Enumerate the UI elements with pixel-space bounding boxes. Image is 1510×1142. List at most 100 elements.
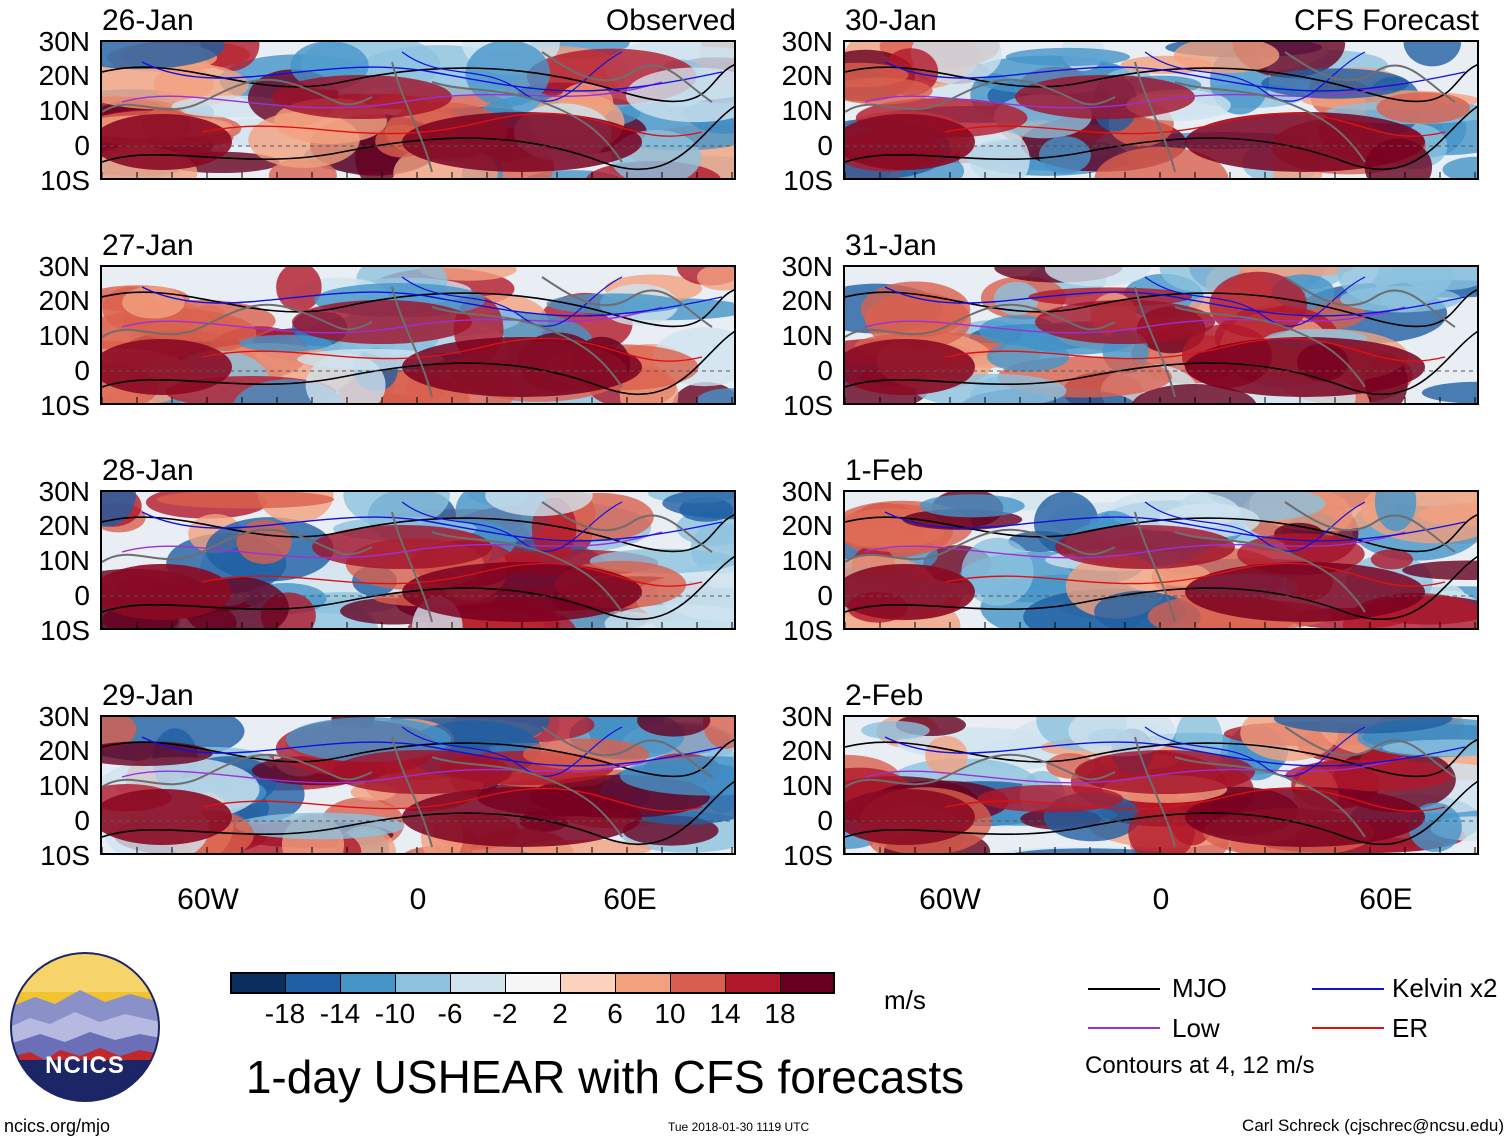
lat-label-right-0-4: 10S <box>783 165 833 196</box>
cfs-forecast-label: CFS Forecast <box>1293 4 1479 37</box>
lat-label-left-3-3: 0 <box>74 805 90 836</box>
colorbar-cell <box>340 972 395 994</box>
colorbar-label: -10 <box>374 998 416 1029</box>
shear-field-map <box>102 42 734 178</box>
legend-mjo-line <box>1088 988 1160 990</box>
colorbar-label: -2 <box>492 998 518 1029</box>
lat-label-left-0-2: 10N <box>38 95 90 126</box>
lat-label-left-0-3: 0 <box>74 130 90 161</box>
lat-label-right-3-0: 30N <box>781 701 833 732</box>
map-panel-right-1 <box>843 265 1479 405</box>
colorbar-cell <box>230 972 285 994</box>
legend-er-line <box>1312 1027 1384 1029</box>
lat-label-left-1-2: 10N <box>38 320 90 351</box>
map-panel-right-2 <box>843 490 1479 630</box>
legend-er-label: ER <box>1392 1013 1429 1043</box>
legend-kelvin-line <box>1312 988 1384 990</box>
map-panel-left-1 <box>100 265 736 405</box>
colorbar-cell <box>560 972 615 994</box>
footer-timestamp: Tue 2018-01-30 1119 UTC <box>668 1120 810 1134</box>
colorbar-cell <box>780 972 835 994</box>
footer-author: Carl Schreck (cjschrec@ncsu.edu) <box>1242 1116 1504 1135</box>
legend-low-label: Low <box>1172 1013 1220 1043</box>
colorbar-cell <box>615 972 670 994</box>
lat-label-right-0-1: 20N <box>781 60 833 91</box>
lat-label-right-1-0: 30N <box>781 251 833 282</box>
ncics-logo-icon <box>10 952 160 1102</box>
lat-label-left-1-4: 10S <box>40 390 90 421</box>
colorbar-cell <box>670 972 725 994</box>
panel-date-right-0: 30-Jan <box>845 4 937 37</box>
lon-label-60e-right: 60E <box>1359 883 1413 916</box>
lat-label-right-3-4: 10S <box>783 840 833 871</box>
lat-label-right-1-1: 20N <box>781 285 833 316</box>
legend-note: Contours at 4, 12 m/s <box>1085 1052 1315 1079</box>
map-panel-right-0 <box>843 40 1479 180</box>
lon-label-60e-left: 60E <box>603 883 657 916</box>
map-panel-right-3 <box>843 715 1479 855</box>
lat-label-right-1-2: 10N <box>781 320 833 351</box>
lat-label-left-1-0: 30N <box>38 251 90 282</box>
legend-mjo-label: MJO <box>1172 973 1227 1003</box>
panel-date-left-1: 27-Jan <box>102 229 194 262</box>
map-panel-left-3 <box>100 715 736 855</box>
colorbar-cell <box>395 972 450 994</box>
lat-label-left-3-0: 30N <box>38 701 90 732</box>
lon-label-60w-left: 60W <box>177 883 239 916</box>
colorbar-cell <box>450 972 505 994</box>
lat-label-right-0-3: 0 <box>817 130 833 161</box>
shear-field-map <box>845 267 1477 403</box>
panel-date-left-0: 26-Jan <box>102 4 194 37</box>
colorbar-label: -18 <box>264 998 306 1029</box>
legend-kelvin-label: Kelvin x2 <box>1392 973 1498 1003</box>
colorbar-label: 14 <box>709 998 741 1029</box>
shear-field-map <box>845 492 1477 628</box>
colorbar-label: 2 <box>552 998 568 1029</box>
lat-label-left-3-4: 10S <box>40 840 90 871</box>
lat-label-left-2-3: 0 <box>74 580 90 611</box>
map-panel-left-2 <box>100 490 736 630</box>
colorbar-label: -14 <box>319 998 361 1029</box>
lat-label-left-2-4: 10S <box>40 615 90 646</box>
panel-date-right-1: 31-Jan <box>845 229 937 262</box>
lat-label-right-2-1: 20N <box>781 510 833 541</box>
colorbar-cell <box>505 972 560 994</box>
lat-label-right-0-2: 10N <box>781 95 833 126</box>
lat-label-right-3-3: 0 <box>817 805 833 836</box>
lat-label-right-3-2: 10N <box>781 770 833 801</box>
lat-label-right-2-0: 30N <box>781 476 833 507</box>
lat-label-left-1-1: 20N <box>38 285 90 316</box>
lat-label-left-2-2: 10N <box>38 545 90 576</box>
lat-label-left-0-0: 30N <box>38 26 90 57</box>
logo-text: NCICS <box>45 1052 125 1079</box>
lat-label-right-1-3: 0 <box>817 355 833 386</box>
lat-label-right-2-4: 10S <box>783 615 833 646</box>
colorbar-units: m/s <box>884 985 926 1015</box>
colorbar-cell <box>725 972 780 994</box>
footer-website[interactable]: ncics.org/mjo <box>4 1116 111 1136</box>
legend-low-line <box>1088 1027 1160 1029</box>
shear-field-map <box>102 717 734 853</box>
colorbar-cell <box>285 972 340 994</box>
lat-label-right-1-4: 10S <box>783 390 833 421</box>
lon-label-0-left: 0 <box>409 883 427 916</box>
observed-label: Observed <box>605 4 736 37</box>
lat-label-right-3-1: 20N <box>781 735 833 766</box>
panel-date-right-2: 1-Feb <box>845 454 924 487</box>
figure-title: 1-day USHEAR with CFS forecasts <box>245 1051 965 1103</box>
lat-label-left-0-1: 20N <box>38 60 90 91</box>
panel-date-left-2: 28-Jan <box>102 454 194 487</box>
shear-field-map <box>102 492 734 628</box>
shear-field-map <box>845 42 1477 178</box>
shear-field-map <box>845 717 1477 853</box>
panel-date-left-3: 29-Jan <box>102 679 194 712</box>
map-panel-left-0 <box>100 40 736 180</box>
lon-label-60w-right: 60W <box>919 883 981 916</box>
lat-label-left-3-1: 20N <box>38 735 90 766</box>
lat-label-right-2-2: 10N <box>781 545 833 576</box>
lat-label-left-2-1: 20N <box>38 510 90 541</box>
colorbar-label: 6 <box>607 998 623 1029</box>
lat-label-left-0-4: 10S <box>40 165 90 196</box>
lon-label-0-right: 0 <box>1152 883 1170 916</box>
lat-label-right-0-0: 30N <box>781 26 833 57</box>
